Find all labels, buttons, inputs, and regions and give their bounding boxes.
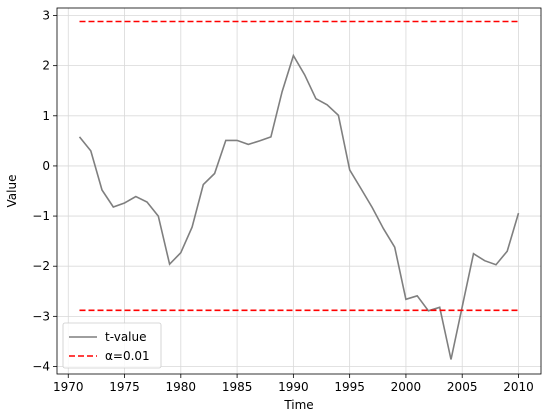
x-tick-label: 1970 [53,380,84,394]
series-line-0 [78,53,520,360]
x-tick-label: 1995 [334,380,365,394]
x-tick-label: 1985 [222,380,253,394]
x-tick-label: 2000 [391,380,422,394]
y-tick-label: 3 [42,9,50,23]
x-tick-label: 2005 [447,380,478,394]
x-axis-title: Time [283,398,313,412]
y-axis: −4 −3 −2 −1 0 1 2 3 [32,9,57,373]
y-tick-label: −4 [32,359,50,373]
plot-lines [78,20,520,360]
y-axis-title: Value [5,175,19,208]
x-tick-label: 1990 [278,380,309,394]
y-tick-label: −3 [32,309,50,323]
legend-label: t-value [105,330,147,344]
y-tick-label: 2 [42,59,50,73]
x-axis: 1970 1975 1980 1985 1990 1995 2000 2005 2010 [53,374,534,394]
x-tick-label: 1975 [109,380,140,394]
legend-label: α=0.01 [105,349,150,363]
x-tick-label: 1980 [166,380,197,394]
y-tick-label: 1 [42,109,50,123]
x-tick-label: 2010 [503,380,534,394]
y-tick-label: −1 [32,209,50,223]
plot-frame [56,7,542,375]
y-tick-label: −2 [32,259,50,273]
y-tick-label: 0 [42,159,50,173]
legend: t-value α=0.01 [62,322,162,369]
